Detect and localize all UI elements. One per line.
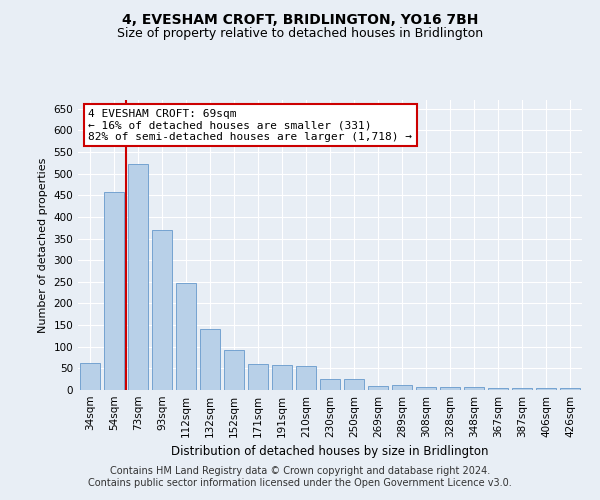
Bar	[416, 386, 436, 390]
Text: Contains HM Land Registry data © Crown copyright and database right 2024.
Contai: Contains HM Land Registry data © Crown c…	[88, 466, 512, 487]
Bar	[512, 388, 532, 390]
Bar	[272, 365, 292, 390]
Bar	[296, 366, 316, 390]
Bar	[344, 379, 364, 390]
Bar	[440, 387, 460, 390]
Bar	[104, 192, 124, 390]
Text: Size of property relative to detached houses in Bridlington: Size of property relative to detached ho…	[117, 28, 483, 40]
Bar	[560, 388, 580, 390]
Text: 4 EVESHAM CROFT: 69sqm
← 16% of detached houses are smaller (331)
82% of semi-de: 4 EVESHAM CROFT: 69sqm ← 16% of detached…	[88, 108, 412, 142]
Bar	[200, 330, 220, 390]
Bar	[392, 385, 412, 390]
Text: 4, EVESHAM CROFT, BRIDLINGTON, YO16 7BH: 4, EVESHAM CROFT, BRIDLINGTON, YO16 7BH	[122, 12, 478, 26]
Bar	[488, 388, 508, 390]
Bar	[152, 230, 172, 390]
Bar	[224, 350, 244, 390]
X-axis label: Distribution of detached houses by size in Bridlington: Distribution of detached houses by size …	[171, 446, 489, 458]
Bar	[80, 363, 100, 390]
Bar	[248, 364, 268, 390]
Bar	[176, 282, 196, 390]
Y-axis label: Number of detached properties: Number of detached properties	[38, 158, 48, 332]
Bar	[128, 164, 148, 390]
Bar	[536, 388, 556, 390]
Bar	[464, 388, 484, 390]
Bar	[320, 379, 340, 390]
Bar	[368, 386, 388, 390]
